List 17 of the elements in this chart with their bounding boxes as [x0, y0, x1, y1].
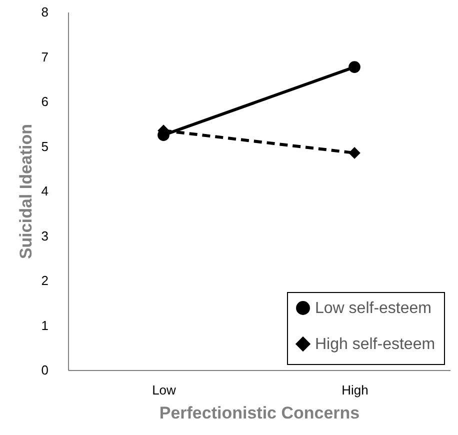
y-tick-label: 8 — [41, 4, 48, 20]
y-tick-label: 0 — [41, 362, 48, 378]
legend-label: High self-esteem — [315, 336, 436, 353]
y-tick-label: 4 — [41, 184, 48, 198]
x-tick-label: High — [342, 382, 368, 398]
y-tick-label: 5 — [41, 138, 48, 154]
x-axis-title: Perfectionistic Concerns — [159, 404, 360, 422]
legend-label: Low self-esteem — [315, 300, 432, 317]
y-tick-label: 7 — [41, 49, 48, 64]
y-tick-label: 6 — [41, 94, 48, 109]
point — [348, 61, 360, 73]
y-tick-label: 3 — [41, 228, 48, 244]
point — [348, 147, 360, 159]
x-tick-label: Low — [152, 382, 177, 398]
y-tick-label: 2 — [41, 273, 48, 288]
y-tick-label: 1 — [41, 318, 48, 333]
y-axis-title: Suicidal Ideation — [16, 124, 36, 260]
